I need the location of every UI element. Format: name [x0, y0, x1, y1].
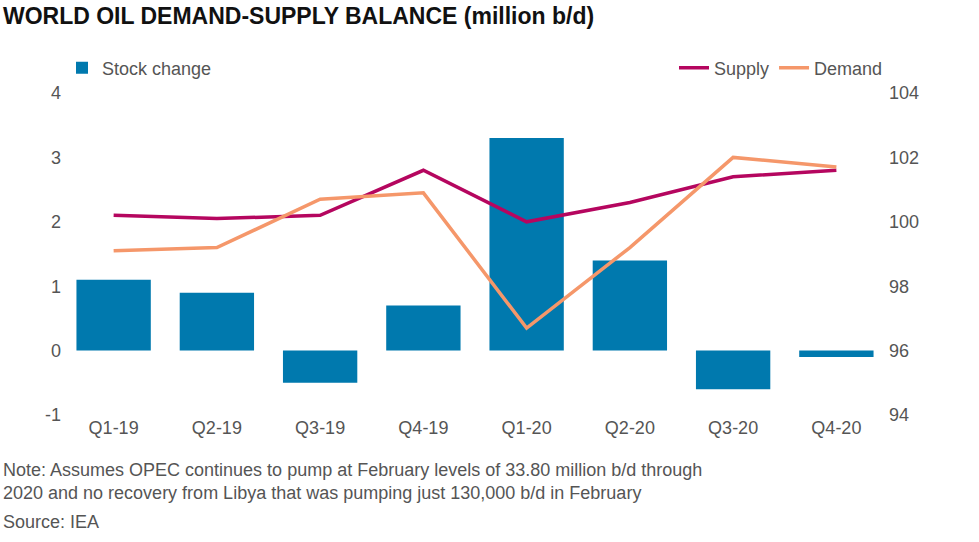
svg-text:Q2-19: Q2-19 — [192, 418, 242, 438]
svg-text:Q1-20: Q1-20 — [502, 418, 552, 438]
svg-text:Q3-19: Q3-19 — [295, 418, 345, 438]
svg-text:100: 100 — [889, 212, 919, 232]
svg-text:Q1-19: Q1-19 — [89, 418, 139, 438]
svg-text:Demand: Demand — [814, 59, 882, 79]
svg-text:98: 98 — [889, 277, 909, 297]
svg-text:4: 4 — [51, 83, 61, 103]
svg-text:Q4-20: Q4-20 — [811, 418, 861, 438]
svg-text:2: 2 — [51, 212, 61, 232]
svg-text:Q3-20: Q3-20 — [708, 418, 758, 438]
svg-text:Stock change: Stock change — [102, 59, 211, 79]
svg-text:0: 0 — [51, 341, 61, 361]
svg-text:3: 3 — [51, 148, 61, 168]
svg-text:WORLD OIL DEMAND-SUPPLY BALANC: WORLD OIL DEMAND-SUPPLY BALANCE (million… — [3, 3, 594, 29]
svg-text:96: 96 — [889, 341, 909, 361]
svg-text:Q4-19: Q4-19 — [398, 418, 448, 438]
svg-text:94: 94 — [889, 405, 909, 425]
svg-text:104: 104 — [889, 83, 919, 103]
svg-text:Q2-20: Q2-20 — [605, 418, 655, 438]
svg-text:102: 102 — [889, 148, 919, 168]
svg-text:-1: -1 — [45, 405, 61, 425]
svg-text:Supply: Supply — [714, 59, 769, 79]
svg-text:Note: Assumes OPEC continues t: Note: Assumes OPEC continues to pump at … — [3, 460, 702, 503]
svg-text:1: 1 — [51, 277, 61, 297]
svg-text:Source: IEA: Source: IEA — [3, 512, 99, 532]
